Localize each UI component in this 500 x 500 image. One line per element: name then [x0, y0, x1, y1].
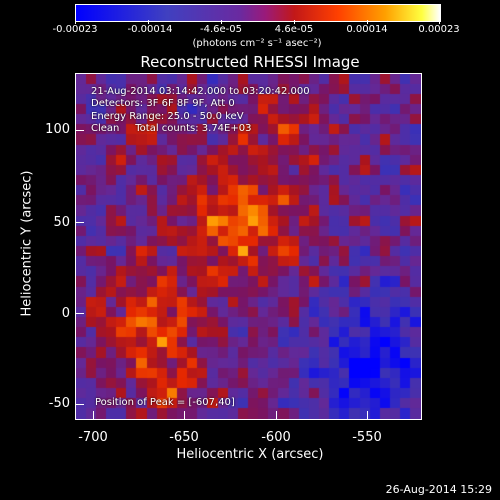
y-tick-label: 0	[61, 306, 70, 321]
colorbar-tick-label: 4.6e-05	[274, 24, 314, 35]
x-tick-label: -600	[261, 430, 291, 445]
y-tick-label: -50	[48, 396, 70, 411]
info-peak-position: Position of Peak = [-607,40]	[95, 397, 235, 408]
colorbar-tick-label: -0.00014	[127, 24, 173, 35]
x-tick-label: -700	[78, 430, 108, 445]
info-energy-range: Energy Range: 25.0 - 50.0 keV	[91, 111, 244, 122]
x-axis-label: Heliocentric X (arcsec)	[176, 447, 324, 462]
colorbar-tick-label: 0.00014	[346, 24, 388, 35]
colorbar-tick-label: 0.00023	[418, 24, 460, 35]
info-method-counts: Clean Total counts: 3.74E+03	[91, 123, 252, 134]
colorbar	[75, 4, 441, 22]
colorbar-units: (photons cm⁻² s⁻¹ asec⁻²)	[192, 38, 322, 49]
heatmap-canvas	[76, 74, 421, 419]
x-tick-label: -550	[352, 430, 382, 445]
plot-timestamp: 26-Aug-2014 15:29	[385, 483, 492, 496]
info-time-range: 21-Aug-2014 03:14:42.000 to 03:20:42.000	[91, 86, 310, 97]
image-title: Reconstructed RHESSI Image	[140, 53, 360, 71]
y-axis-label: Heliocentric Y (arcsec)	[19, 170, 35, 317]
x-tick-label: -650	[169, 430, 199, 445]
colorbar-tick-label: -0.00023	[52, 24, 98, 35]
rhessi-image-plot[interactable]	[75, 73, 422, 420]
y-tick-label: 100	[45, 122, 70, 137]
colorbar-tick-label: -4.6e-05	[200, 24, 242, 35]
y-tick-label: 50	[53, 215, 70, 230]
info-detectors: Detectors: 3F 6F 8F 9F, Att 0	[91, 98, 235, 109]
